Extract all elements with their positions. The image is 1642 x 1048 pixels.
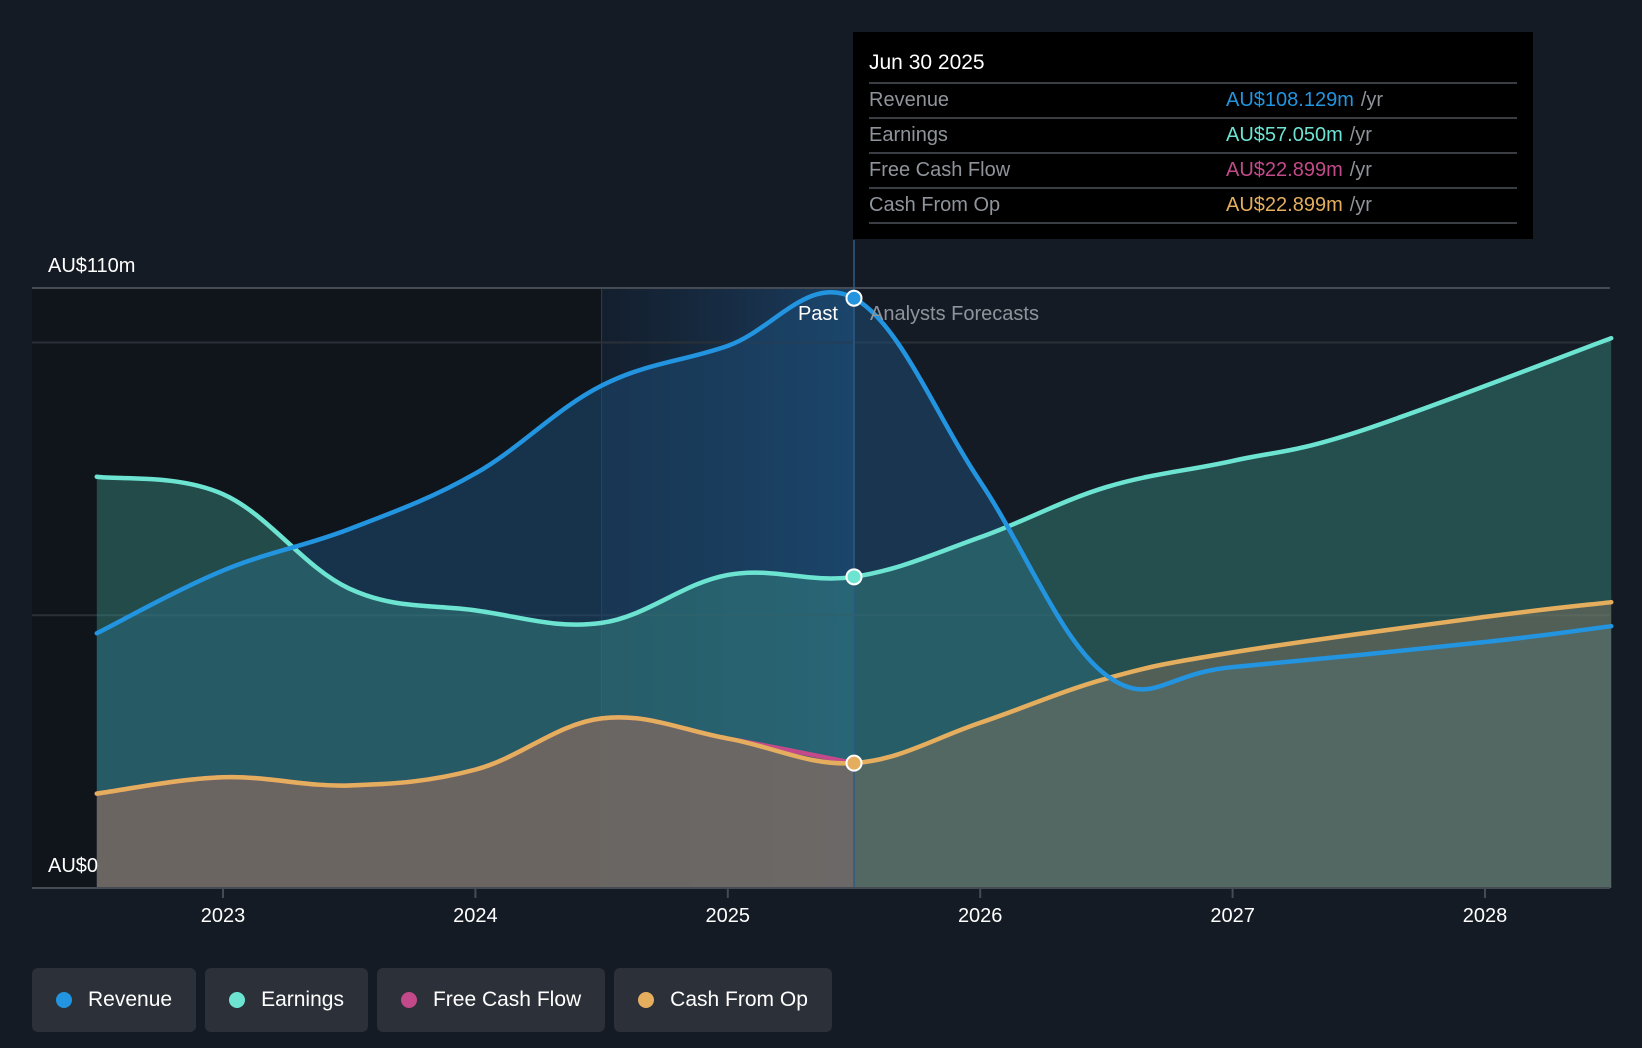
legend-label: Revenue bbox=[88, 988, 173, 1011]
tooltip-unit: /yr bbox=[1349, 159, 1372, 181]
tooltip-label: Cash From Op bbox=[869, 194, 1001, 216]
x-tick-label: 2027 bbox=[1210, 905, 1255, 927]
legend-label: Cash From Op bbox=[670, 988, 808, 1011]
tooltip-row-free-cash-flow: Free Cash Flow AU$22.899m /yr bbox=[869, 154, 1517, 189]
free-cash-flow-dot-icon bbox=[400, 992, 417, 1008]
legend-item-cash-from-op[interactable]: Cash From Op bbox=[614, 968, 832, 1032]
tooltip-row-earnings: Earnings AU$57.050m /yr bbox=[869, 119, 1517, 154]
past-label: Past bbox=[798, 303, 838, 325]
y-tick-label-bottom: AU$0 bbox=[48, 855, 98, 877]
earnings-dot-icon bbox=[229, 992, 246, 1008]
tooltip-value: AU$108.129m bbox=[1226, 89, 1354, 111]
legend-label: Free Cash Flow bbox=[432, 988, 582, 1011]
tooltip-label: Free Cash Flow bbox=[869, 159, 1011, 181]
x-tick-label: 2024 bbox=[453, 905, 498, 927]
cash-from-op-dot-icon bbox=[638, 992, 655, 1008]
legend-item-earnings[interactable]: Earnings bbox=[205, 968, 368, 1032]
tooltip-row-revenue: Revenue AU$108.129m /yr bbox=[869, 84, 1517, 119]
x-tick-label: 2023 bbox=[201, 905, 246, 927]
tooltip-unit: /yr bbox=[1349, 194, 1372, 216]
x-tick-label: 2026 bbox=[958, 905, 1003, 927]
y-tick-label-top: AU$110m bbox=[48, 255, 135, 277]
marker-cash-from-op bbox=[845, 754, 863, 772]
tooltip-value: AU$22.899m bbox=[1226, 194, 1343, 216]
tooltip-date: Jun 30 2025 bbox=[869, 46, 1517, 84]
line-earnings bbox=[94, 335, 1614, 627]
tooltip-label: Earnings bbox=[869, 124, 948, 146]
area-cash-from-op bbox=[96, 602, 1612, 888]
tooltip-value: AU$22.899m bbox=[1226, 159, 1343, 181]
tooltip-value: AU$57.050m bbox=[1226, 124, 1343, 146]
line-cash-from-op bbox=[94, 599, 1614, 796]
x-tick-label: 2025 bbox=[706, 905, 751, 927]
tooltip-label: Revenue bbox=[869, 89, 950, 111]
x-tick-label: 2028 bbox=[1463, 905, 1508, 927]
marker-revenue bbox=[845, 289, 863, 307]
marker-earnings bbox=[845, 568, 863, 586]
forecast-label: Analysts Forecasts bbox=[870, 303, 1039, 325]
tooltip-unit: /yr bbox=[1360, 89, 1384, 111]
tooltip-unit: /yr bbox=[1349, 124, 1372, 146]
revenue-dot-icon bbox=[56, 992, 72, 1008]
legend: Revenue Earnings Free Cash Flow Cash Fro… bbox=[32, 968, 832, 1032]
legend-label: Earnings bbox=[261, 988, 344, 1011]
legend-item-revenue[interactable]: Revenue bbox=[32, 968, 197, 1032]
tooltip-row-cash-from-op: Cash From Op AU$22.899m /yr bbox=[869, 189, 1517, 224]
legend-item-free-cash-flow[interactable]: Free Cash Flow bbox=[376, 968, 606, 1032]
area-free-cash-flow bbox=[96, 717, 855, 888]
tooltip: Jun 30 2025 Revenue AU$108.129m /yr Earn… bbox=[853, 32, 1533, 239]
